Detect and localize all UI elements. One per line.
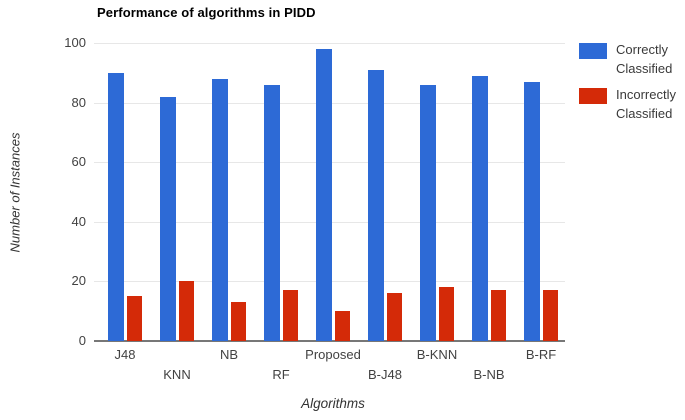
chart-title: Performance of algorithms in PIDD [97, 5, 316, 20]
bar-knn-correct [159, 96, 176, 341]
bar-rf-correct [263, 84, 280, 341]
plot-area [94, 43, 565, 342]
y-axis-title: Number of Instances [7, 132, 23, 253]
y-tick-100: 100 [64, 35, 86, 50]
bar-knn-incorrect [178, 281, 194, 341]
legend-swatch-icon [579, 88, 607, 104]
bar-nb-correct [211, 78, 228, 341]
gridline-100 [94, 43, 565, 44]
bar-b-knn-correct [419, 84, 436, 341]
y-tick-40: 40 [71, 213, 86, 229]
x-label-b-rf: B-RF [525, 347, 557, 362]
x-axis-line [94, 340, 565, 342]
bar-j48-incorrect [126, 296, 142, 341]
bar-proposed-correct [315, 48, 332, 341]
x-label-rf: RF [272, 367, 290, 382]
bar-b-j48-correct [367, 69, 384, 341]
bar-nb-incorrect [230, 302, 246, 341]
x-axis-title: Algorithms [301, 396, 365, 411]
bar-b-j48-incorrect [386, 293, 402, 341]
legend-item-correct: Correctly Classified [579, 40, 679, 78]
bar-b-rf-correct [523, 81, 540, 341]
legend-item-incorrect: Incorrectly Classified [579, 85, 679, 123]
x-label-proposed: Proposed [305, 347, 361, 362]
x-label-b-j48: B-J48 [368, 367, 402, 382]
y-tick-60: 60 [71, 154, 86, 170]
x-label-b-knn: B-KNN [416, 347, 458, 362]
legend: Correctly Classified Incorrectly Classifi… [579, 40, 679, 130]
bar-j48-correct [107, 72, 124, 341]
y-tick-80: 80 [71, 94, 86, 110]
legend-swatch-icon [579, 43, 607, 59]
bar-b-knn-incorrect [438, 287, 454, 341]
x-label-nb: NB [219, 347, 239, 362]
x-label-b-nb: B-NB [473, 367, 505, 382]
legend-label: Incorrectly Classified [616, 87, 676, 121]
y-tick-0: 0 [78, 333, 86, 348]
legend-label: Correctly Classified [616, 42, 673, 76]
y-tick-20: 20 [71, 273, 86, 289]
x-label-knn: KNN [163, 367, 191, 382]
bar-proposed-incorrect [334, 311, 350, 341]
bar-b-nb-incorrect [490, 290, 506, 341]
bar-b-nb-correct [471, 75, 488, 341]
x-label-j48: J48 [114, 347, 136, 362]
bar-rf-incorrect [282, 290, 298, 341]
bar-b-rf-incorrect [542, 290, 558, 341]
